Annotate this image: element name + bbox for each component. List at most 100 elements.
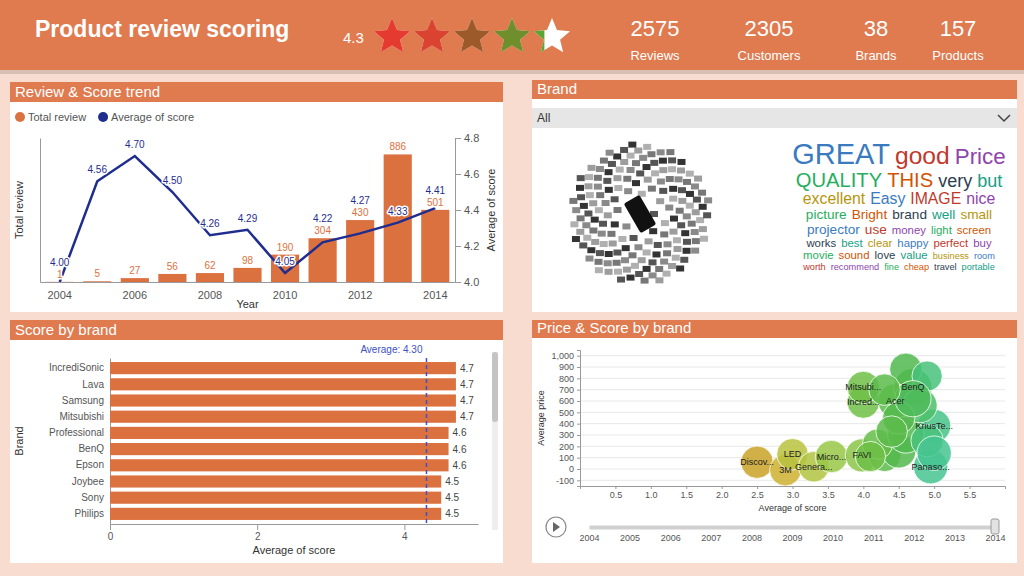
product-thumbnail	[622, 245, 630, 251]
star-empty	[494, 18, 530, 52]
grid-line	[580, 355, 1005, 356]
star-empty	[454, 18, 490, 52]
tick: 3.5	[822, 486, 835, 500]
tick-label: 3.0	[787, 490, 800, 500]
bubble-label: Incred...	[847, 397, 880, 407]
product-thumbnail	[699, 204, 707, 210]
tick-mark	[455, 210, 461, 211]
product-thumbnail	[691, 183, 699, 189]
tick-label: 2.5	[751, 490, 764, 500]
play-button-circle[interactable]	[546, 517, 566, 537]
product-thumbnail	[623, 176, 631, 182]
data-label: 430	[352, 207, 369, 218]
product-thumbnail	[572, 236, 580, 242]
tick: 900	[559, 362, 580, 372]
tick-label: 2007	[701, 533, 721, 543]
play-handle[interactable]	[991, 519, 999, 534]
bubble-label: LED	[784, 449, 802, 459]
data-labels: 15275662981903044308865014.004.564.704.5…	[50, 139, 445, 280]
tick: 1.0	[645, 486, 658, 500]
product-thumbnail	[681, 230, 689, 236]
data-label: 4.7	[460, 363, 474, 374]
plot-area	[46, 154, 450, 282]
word: use	[865, 222, 887, 237]
tick: IncrediSonic	[49, 362, 104, 373]
product-thumbnail	[613, 153, 621, 159]
panel-title-bar	[532, 320, 1017, 338]
star-filled	[414, 18, 450, 52]
dropdown-value[interactable]: All	[537, 111, 550, 125]
tick-mark	[651, 486, 652, 489]
star-filled	[494, 18, 530, 52]
data-label: 4.26	[200, 218, 220, 229]
product-thumbnail	[668, 166, 676, 172]
word: travel	[934, 262, 956, 272]
product-thumbnail	[703, 212, 711, 218]
word: GREAT	[792, 138, 890, 170]
tick-label: Joybee	[72, 476, 105, 487]
bar	[110, 475, 441, 487]
product-thumbnail	[656, 198, 664, 204]
bubble-label: KriusTe...	[915, 421, 953, 431]
data-label: 4.41	[426, 185, 446, 196]
y-axis: -10001002003004005006007008009001,000	[551, 351, 580, 487]
data-label: 4.6	[453, 427, 467, 438]
tick: 2006	[661, 533, 681, 543]
word: Bright	[852, 207, 888, 222]
data-label: 4.5	[445, 492, 459, 503]
tick-label: 2013	[945, 533, 965, 543]
data-label: 62	[204, 260, 216, 271]
product-thumbnail	[651, 170, 659, 176]
product-thumbnail	[699, 226, 707, 232]
tick-label: 2.0	[716, 490, 729, 500]
product-thumbnail	[630, 235, 638, 241]
tick: 700	[559, 385, 580, 395]
panel-body	[532, 99, 1017, 312]
tick: 300	[559, 430, 580, 440]
product-thumbnail	[577, 175, 585, 181]
product-thumbnail	[627, 153, 635, 159]
product-thumbnail	[692, 238, 700, 244]
dropdown-chevron[interactable]	[998, 115, 1010, 121]
product-thumbnail	[643, 144, 651, 150]
bubble-label: Acer	[886, 396, 905, 406]
product-thumbnail	[677, 167, 685, 173]
data-label: 4.50	[163, 175, 183, 186]
product-thumbnail	[591, 239, 599, 245]
tick: 4.0	[455, 276, 479, 288]
tick-mark	[722, 486, 723, 489]
word: Easy	[870, 190, 905, 207]
word: but	[977, 171, 1002, 191]
tick-mark	[577, 390, 580, 391]
tick-label: 2006	[661, 533, 681, 543]
product-thumbnail	[669, 186, 677, 192]
tick-mark	[577, 446, 580, 447]
tick-mark	[934, 486, 935, 489]
product-thumbnail	[678, 187, 686, 193]
product-thumbnail	[691, 248, 699, 254]
average-line	[426, 358, 428, 524]
tick-mark	[757, 486, 758, 489]
play-button[interactable]	[546, 517, 566, 537]
dropdown-box[interactable]	[532, 108, 1017, 128]
star-filled	[374, 18, 410, 52]
brand-dropdown[interactable]: All	[532, 108, 1017, 128]
plot-area	[741, 353, 951, 486]
product-thumbnail	[617, 277, 625, 283]
tick-label: 2008	[742, 533, 762, 543]
x-axis: 024	[108, 524, 479, 542]
tick-label: Lava	[82, 379, 104, 390]
word: picture	[806, 207, 847, 222]
word: cheap	[904, 262, 929, 272]
tick-label: 2012	[348, 289, 372, 301]
play-button-icon[interactable]	[553, 522, 560, 532]
axis-line	[590, 526, 996, 530]
data-label: 5	[94, 268, 100, 279]
tick-label: 2014	[423, 289, 447, 301]
tick: 2014	[423, 289, 447, 301]
y-axis	[40, 139, 41, 283]
scrollbar-thumb[interactable]	[492, 352, 498, 422]
product-thumbnail	[666, 176, 674, 182]
product-thumbnail	[636, 170, 644, 176]
word: light	[931, 224, 953, 236]
